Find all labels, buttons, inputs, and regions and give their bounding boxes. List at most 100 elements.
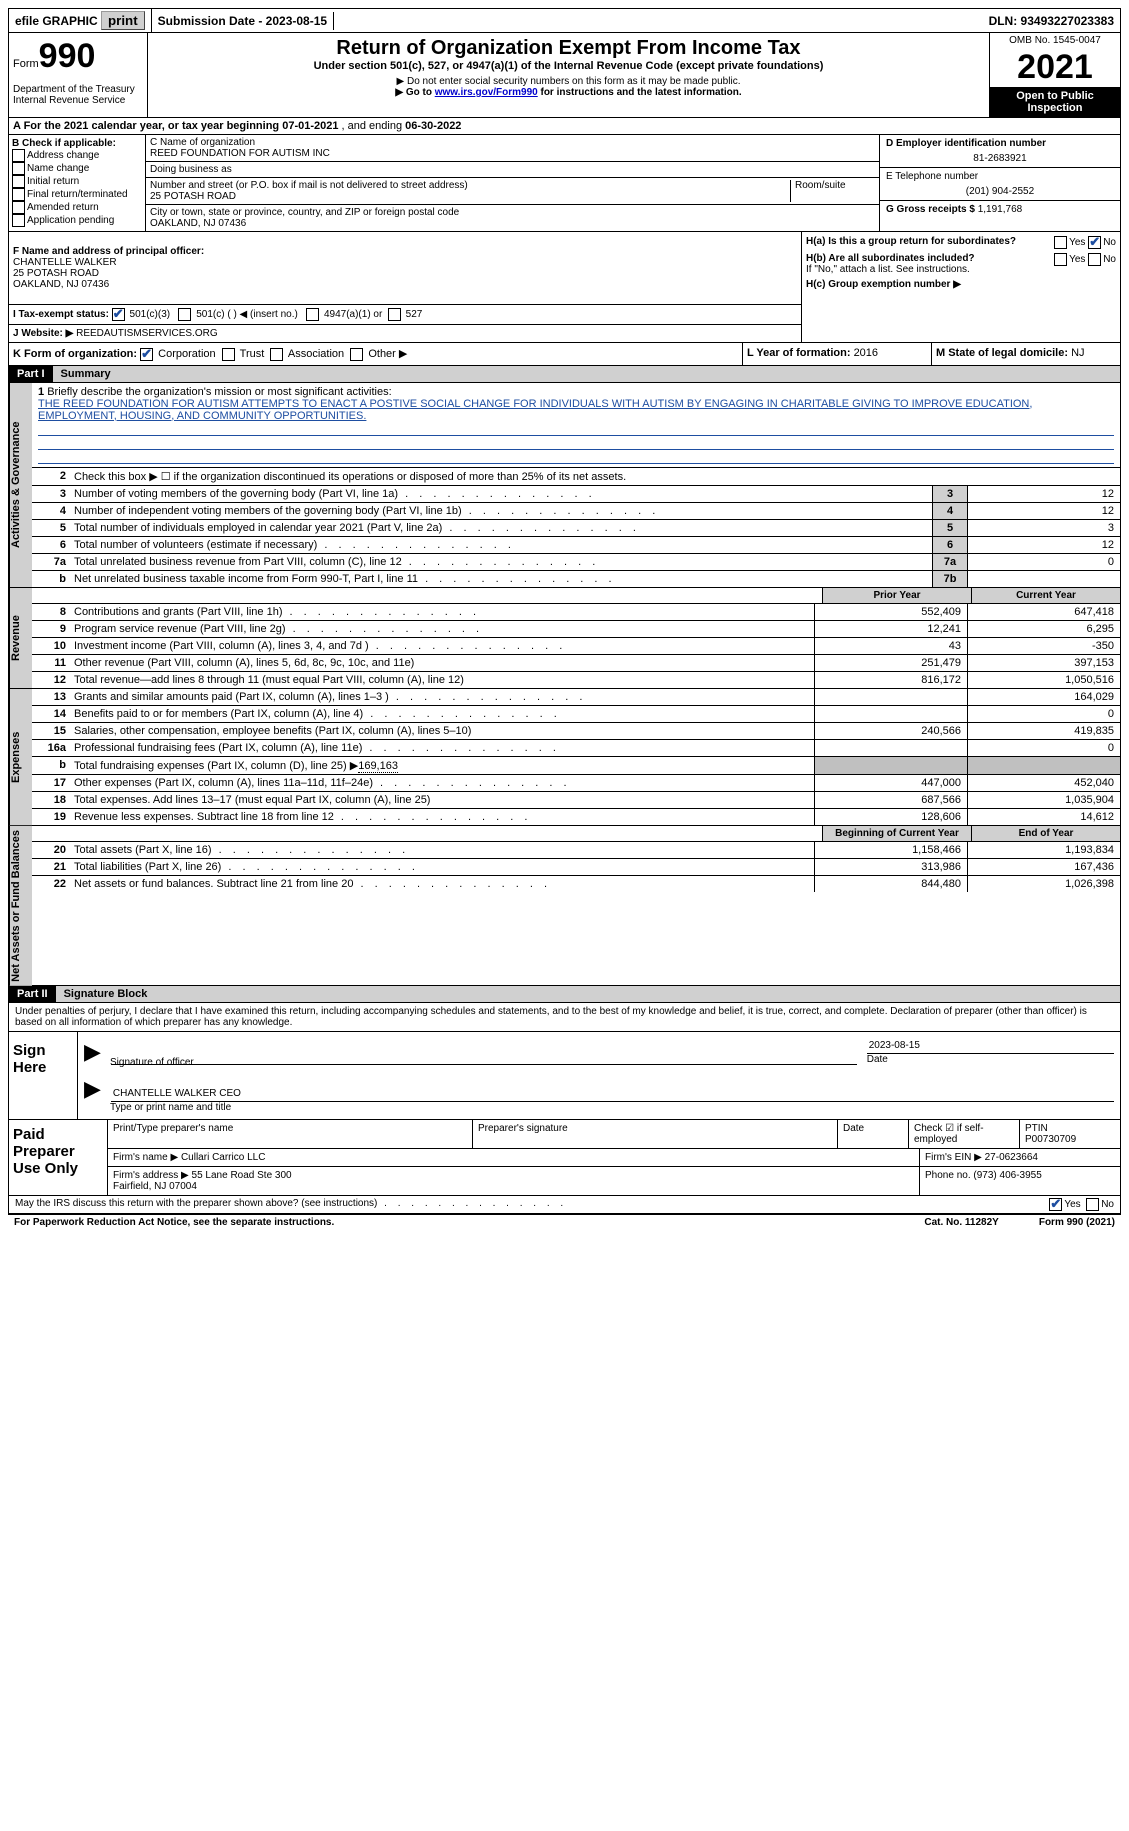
check-ha-no[interactable] [1088, 236, 1101, 249]
check-hb-yes[interactable] [1054, 253, 1067, 266]
ha-label: H(a) Is this a group return for subordin… [806, 236, 1016, 247]
l19-label: Revenue less expenses. Subtract line 18 … [70, 809, 814, 825]
l1-label: Briefly describe the organization's miss… [47, 386, 391, 398]
l8-current: 647,418 [967, 604, 1120, 620]
top-bar: efile GRAPHIC print Submission Date - 20… [8, 8, 1121, 33]
check-amended[interactable] [12, 201, 25, 214]
arrow-icon: ▶ [84, 1039, 101, 1065]
f-label: F Name and address of principal officer: [13, 246, 204, 257]
dln: DLN: 93493227023383 [983, 12, 1120, 30]
declaration-text: Under penalties of perjury, I declare th… [9, 1003, 1120, 1032]
form-ref: Form 990 (2021) [1039, 1217, 1115, 1228]
firm-ein-label: Firm's EIN ▶ [925, 1152, 982, 1163]
addr-label: Number and street (or P.O. box if mail i… [150, 180, 790, 191]
l7b-label: Net unrelated business taxable income fr… [70, 571, 932, 587]
l4-value: 12 [967, 503, 1120, 519]
footer: For Paperwork Reduction Act Notice, see … [8, 1214, 1121, 1230]
check-initial-return[interactable] [12, 175, 25, 188]
efile-label: efile GRAPHIC print [9, 9, 152, 32]
print-button[interactable]: print [101, 11, 145, 30]
l20-label: Total assets (Part X, line 16) [70, 842, 814, 858]
check-app-pending[interactable] [12, 214, 25, 227]
l8-label: Contributions and grants (Part VIII, lin… [70, 604, 814, 620]
l14-prior [814, 706, 967, 722]
l19-prior: 128,606 [814, 809, 967, 825]
check-527[interactable] [388, 308, 401, 321]
check-other[interactable] [350, 348, 363, 361]
check-discuss-yes[interactable] [1049, 1198, 1062, 1211]
summary-netassets: Net Assets or Fund Balances Beginning of… [8, 826, 1121, 987]
boy-hdr: Beginning of Current Year [822, 826, 971, 841]
check-501c[interactable] [178, 308, 191, 321]
check-hb-no[interactable] [1088, 253, 1101, 266]
part1-badge: Part I [9, 366, 53, 382]
l8-prior: 552,409 [814, 604, 967, 620]
side-ag: Activities & Governance [9, 383, 32, 587]
pra-notice: For Paperwork Reduction Act Notice, see … [14, 1217, 334, 1228]
section-bcdeg: B Check if applicable: Address change Na… [8, 135, 1121, 232]
check-name-change[interactable] [12, 162, 25, 175]
l6-label: Total number of volunteers (estimate if … [70, 537, 932, 553]
l10-label: Investment income (Part VIII, column (A)… [70, 638, 814, 654]
summary-expenses: Expenses 13Grants and similar amounts pa… [8, 689, 1121, 826]
signature-block: Under penalties of perjury, I declare th… [8, 1003, 1121, 1120]
side-rev: Revenue [9, 588, 32, 688]
section-klm: K Form of organization: Corporation Trus… [8, 343, 1121, 366]
row-a-period: A For the 2021 calendar year, or tax yea… [8, 118, 1121, 135]
form-label: Form [13, 58, 39, 70]
e-label: E Telephone number [886, 171, 1114, 182]
m-value: NJ [1071, 347, 1084, 359]
l11-prior: 251,479 [814, 655, 967, 671]
l17-current: 452,040 [967, 775, 1120, 791]
l22-label: Net assets or fund balances. Subtract li… [70, 876, 814, 892]
l16a-prior [814, 740, 967, 756]
phone-value: (201) 904-2552 [886, 186, 1114, 197]
side-na: Net Assets or Fund Balances [9, 826, 32, 986]
blank-line [38, 436, 1114, 450]
i-label: I Tax-exempt status: [13, 309, 109, 320]
check-4947[interactable] [306, 308, 319, 321]
k-label: K Form of organization: [13, 348, 137, 360]
check-assoc[interactable] [270, 348, 283, 361]
j-label: J Website: ▶ [13, 328, 73, 339]
check-trust[interactable] [222, 348, 235, 361]
form-subtitle: Under section 501(c), 527, or 4947(a)(1)… [152, 60, 985, 72]
gross-receipts: 1,191,768 [978, 204, 1023, 215]
pp-check-label: Check ☑ if self-employed [909, 1120, 1020, 1148]
check-corp[interactable] [140, 348, 153, 361]
check-discuss-no[interactable] [1086, 1198, 1099, 1211]
signature-field[interactable] [111, 1049, 857, 1065]
check-address-change[interactable] [12, 149, 25, 162]
hb-label: H(b) Are all subordinates included? [806, 253, 975, 264]
pp-date-label: Date [838, 1120, 909, 1148]
l-value: 2016 [854, 347, 878, 359]
l3-label: Number of voting members of the governin… [70, 486, 932, 502]
cat-no: Cat. No. 11282Y [924, 1217, 998, 1228]
ein-value: 81-2683921 [886, 153, 1114, 164]
l6-value: 12 [967, 537, 1120, 553]
l7a-value: 0 [967, 554, 1120, 570]
check-501c3[interactable] [112, 308, 125, 321]
l14-current: 0 [967, 706, 1120, 722]
l15-current: 419,835 [967, 723, 1120, 739]
l16b-current [967, 757, 1120, 774]
c-label: C Name of organization [150, 137, 875, 148]
l16a-current: 0 [967, 740, 1120, 756]
l16b-prior [814, 757, 967, 774]
note-goto: ▶ Go to www.irs.gov/Form990 for instruct… [152, 87, 985, 98]
m-label: M State of legal domicile: [936, 347, 1071, 359]
firm-phone-label: Phone no. [925, 1170, 971, 1181]
l5-label: Total number of individuals employed in … [70, 520, 932, 536]
check-ha-yes[interactable] [1054, 236, 1067, 249]
addr-value: 25 POTASH ROAD [150, 191, 790, 202]
irs-link[interactable]: www.irs.gov/Form990 [435, 87, 538, 98]
l20-current: 1,193,834 [967, 842, 1120, 858]
l2-label: Check this box ▶ ☐ if the organization d… [70, 468, 1120, 485]
part1-header: Part I Summary [8, 366, 1121, 383]
check-final-return[interactable] [12, 188, 25, 201]
summary-revenue: Revenue Prior YearCurrent Year 8Contribu… [8, 588, 1121, 689]
form-number: 990 [39, 37, 96, 75]
city-label: City or town, state or province, country… [150, 207, 875, 218]
officer-info: CHANTELLE WALKER 25 POTASH ROAD OAKLAND,… [13, 257, 797, 290]
l12-label: Total revenue—add lines 8 through 11 (mu… [70, 672, 814, 688]
